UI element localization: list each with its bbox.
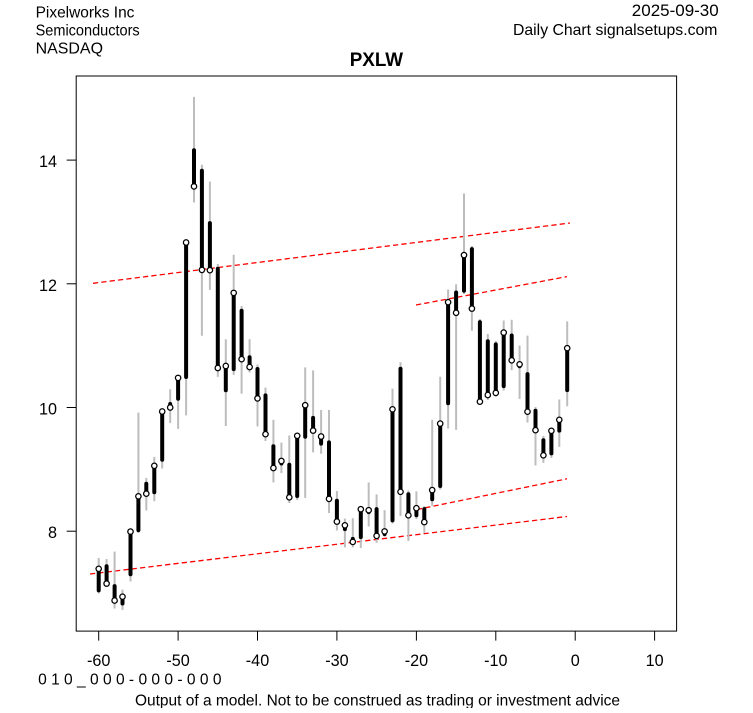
svg-text:Daily Chart signalsetups.com: Daily Chart signalsetups.com [513,22,717,39]
svg-text:0 1 0 _ 0 0 0 - 0 0 0 - 0 0 0: 0 1 0 _ 0 0 0 - 0 0 0 - 0 0 0 [38,671,222,688]
svg-text:Semiconductors: Semiconductors [36,22,140,39]
svg-text:NASDAQ: NASDAQ [36,40,103,57]
svg-text:-10: -10 [484,652,507,670]
svg-text:2025-09-30: 2025-09-30 [632,1,719,20]
svg-text:10: 10 [39,401,57,419]
svg-text:8: 8 [48,524,57,542]
svg-text:12: 12 [39,277,57,295]
svg-text:PXLW: PXLW [350,49,404,71]
svg-text:-20: -20 [405,652,428,670]
svg-text:-60: -60 [87,652,110,670]
svg-text:10: 10 [646,652,664,670]
svg-text:Pixelworks Inc: Pixelworks Inc [36,4,135,21]
svg-text:0: 0 [571,652,580,670]
svg-text:-30: -30 [325,652,348,670]
svg-text:14: 14 [39,153,57,171]
svg-text:Output of a model. Not to be c: Output of a model. Not to be construed a… [135,693,620,709]
svg-text:-50: -50 [166,652,189,670]
svg-text:-40: -40 [246,652,269,670]
